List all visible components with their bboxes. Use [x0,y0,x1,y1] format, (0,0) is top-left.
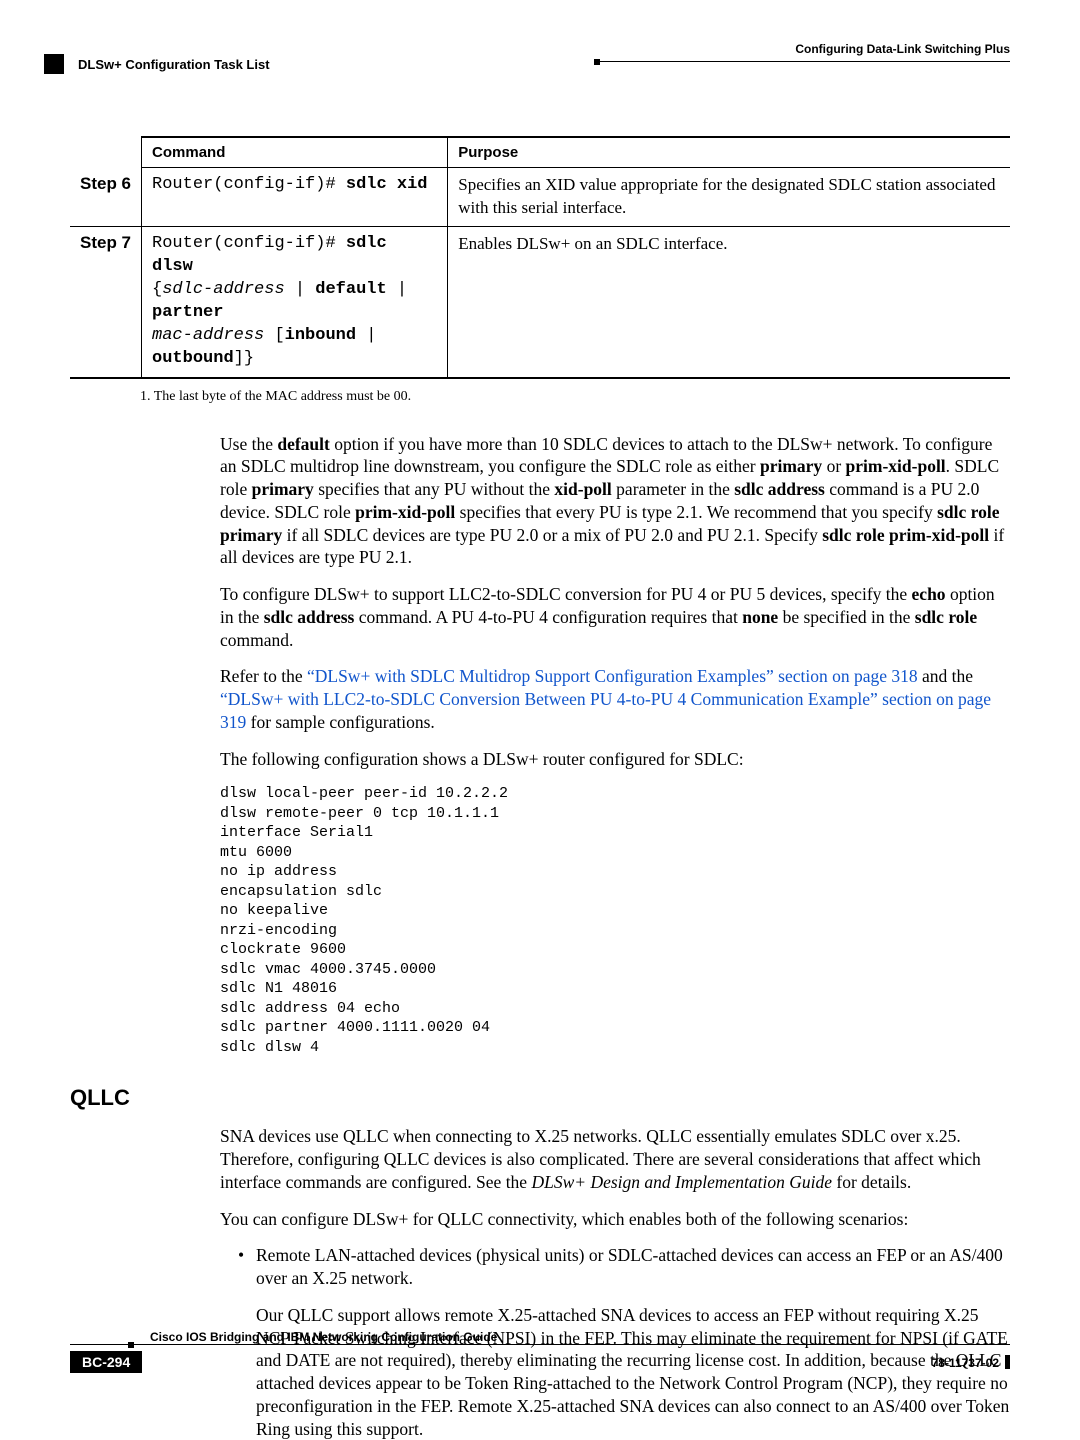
step7-purpose: Enables DLSw+ on an SDLC interface. [448,226,1010,377]
paragraph-refer: Refer to the “DLSw+ with SDLC Multidrop … [220,665,1010,733]
step6-command: Router(config-if)# sdlc xid [142,168,448,227]
footer-title: Cisco IOS Bridging and IBM Networking Co… [150,1330,1010,1344]
paragraph-echo-option: To configure DLSw+ to support LLC2-to-SD… [220,583,1010,651]
col-purpose: Purpose [448,137,1010,168]
config-block: dlsw local-peer peer-id 10.2.2.2 dlsw re… [220,784,1010,1057]
qllc-p2: You can configure DLSw+ for QLLC connect… [220,1208,1010,1231]
command-table: Command Purpose Step 6 Router(config-if)… [70,136,1010,379]
step6-purpose: Specifies an XID value appropriate for t… [448,168,1010,227]
page-number: BC-294 [70,1351,142,1373]
header-subsection: DLSw+ Configuration Task List [78,57,270,72]
page-header: Configuring Data-Link Switching Plus DLS… [70,30,1010,86]
page-footer: Cisco IOS Bridging and IBM Networking Co… [70,1346,1010,1373]
link-multidrop-example[interactable]: “DLSw+ with SDLC Multidrop Support Confi… [307,666,918,686]
header-marker [44,54,64,74]
doc-number: 78-11737-02 [932,1355,1010,1370]
qllc-p1: SNA devices use QLLC when connecting to … [220,1125,1010,1193]
step7-command: Router(config-if)# sdlc dlsw{sdlc-addres… [142,226,448,377]
step6-label: Step 6 [70,168,142,227]
heading-qllc: QLLC [70,1085,1010,1111]
step7-label: Step 7 [70,226,142,377]
col-command: Command [142,137,448,168]
table-footnote: 1. The last byte of the MAC address must… [140,389,1010,405]
paragraph-default-option: Use the default option if you have more … [220,433,1010,570]
paragraph-config-intro: The following configuration shows a DLSw… [220,748,1010,771]
header-chapter: Configuring Data-Link Switching Plus [795,42,1010,56]
